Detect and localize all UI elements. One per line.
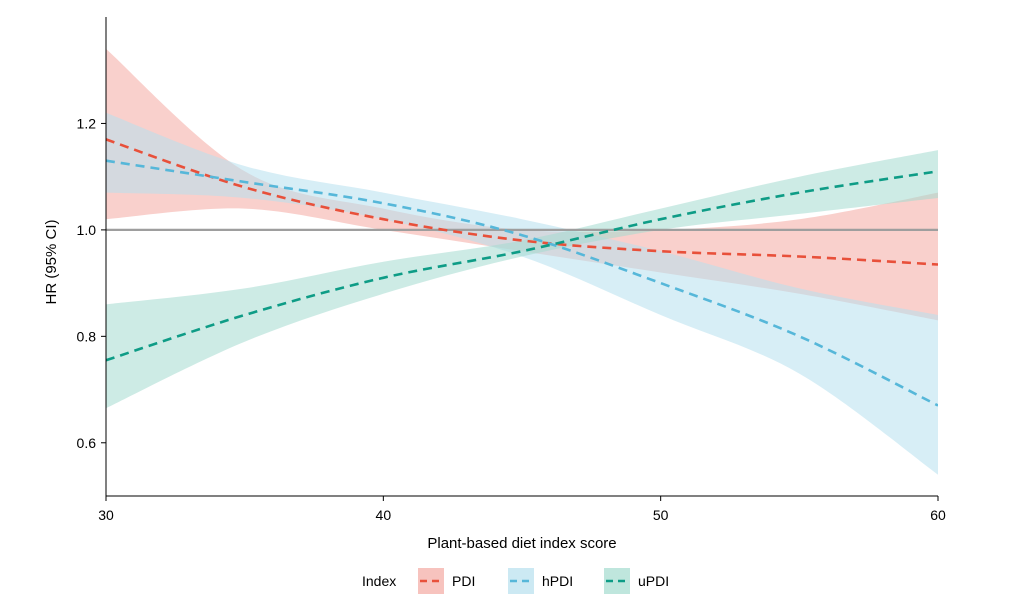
- y-axis-title: HR (95% CI): [43, 219, 60, 304]
- confidence-bands: [106, 48, 938, 475]
- legend-title: Index: [362, 573, 396, 589]
- series-lines: [106, 138, 938, 407]
- x-tick-label: 60: [930, 507, 946, 523]
- legend-label-updi: uPDI: [638, 573, 669, 589]
- x-tick-label: 40: [376, 507, 392, 523]
- legend-label-hpdi: hPDI: [542, 573, 573, 589]
- legend-label-pdi: PDI: [452, 573, 475, 589]
- axes: 30 40 50 60 0.6 0.8 1.0 1.2: [77, 17, 946, 523]
- y-tick-label: 0.6: [77, 435, 97, 451]
- y-tick-label: 1.0: [77, 222, 97, 238]
- legend: Index PDI hPDI uPDI: [362, 568, 669, 594]
- y-tick-label: 0.8: [77, 328, 97, 344]
- y-tick-label: 1.2: [77, 115, 97, 131]
- series-line-pdi: [106, 138, 938, 266]
- series-line-hpdi: [106, 159, 938, 407]
- ci-band-pdi: [106, 48, 938, 321]
- ci-band-updi: [106, 150, 938, 409]
- x-axis-title: Plant-based diet index score: [427, 535, 616, 552]
- x-tick-label: 30: [98, 507, 114, 523]
- ci-band-hpdi: [106, 112, 938, 475]
- x-tick-label: 50: [653, 507, 669, 523]
